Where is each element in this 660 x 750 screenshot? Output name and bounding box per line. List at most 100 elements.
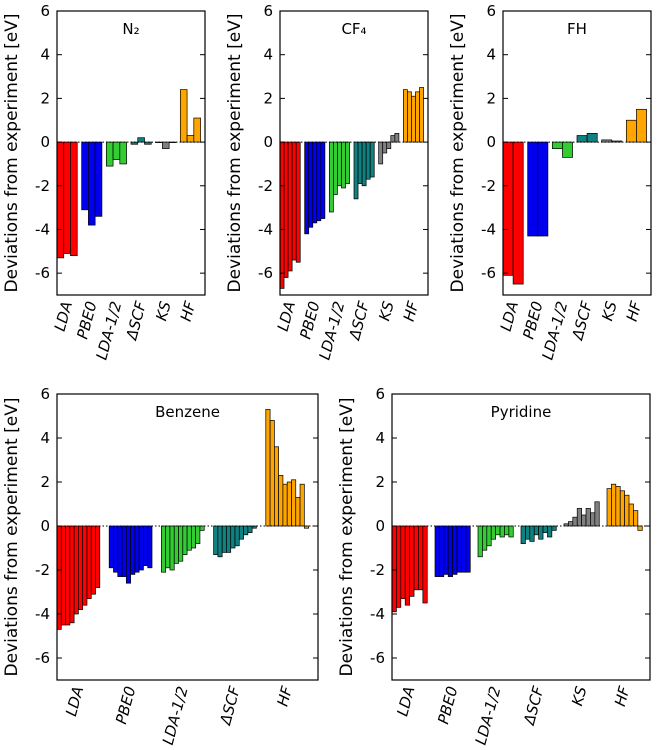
- bar: [282, 483, 288, 527]
- bar: [213, 525, 219, 555]
- y-axis-label: Deviations from experiment [eV]: [448, 14, 468, 293]
- bar: [121, 525, 127, 577]
- bar: [226, 525, 232, 553]
- y-tick-label: -4: [258, 220, 273, 238]
- bar: [537, 141, 549, 237]
- bar: [365, 141, 371, 180]
- bar: [193, 117, 201, 143]
- bar: [81, 141, 89, 211]
- bar: [105, 141, 114, 167]
- bar: [345, 141, 350, 184]
- bar: [341, 141, 346, 189]
- bar: [291, 479, 297, 527]
- x-tick-label: HF: [400, 299, 423, 323]
- bar: [601, 139, 613, 143]
- y-axis-label: Deviations from experiment [eV]: [2, 14, 22, 293]
- bar: [407, 91, 412, 143]
- panel-title: Pyridine: [491, 403, 552, 421]
- y-tick-label: -4: [35, 605, 50, 623]
- bar: [415, 91, 420, 143]
- y-tick-label: -2: [370, 561, 385, 579]
- bar: [191, 525, 196, 549]
- bar: [422, 525, 428, 604]
- bar: [439, 525, 445, 577]
- bar: [633, 510, 639, 527]
- bar: [396, 525, 402, 608]
- bar: [178, 525, 184, 562]
- bar: [615, 486, 621, 527]
- bar: [65, 525, 71, 626]
- bar: [217, 525, 223, 558]
- bar: [186, 135, 195, 143]
- bar: [312, 141, 318, 224]
- bar: [419, 87, 424, 143]
- bar: [199, 525, 205, 531]
- y-tick-label: -2: [481, 177, 496, 195]
- y-tick-label: -2: [258, 177, 273, 195]
- bar: [265, 409, 271, 527]
- x-tick-label: HF: [274, 684, 297, 708]
- bar: [529, 525, 535, 542]
- bar: [404, 525, 410, 606]
- bar: [63, 141, 71, 254]
- y-tick-label: -4: [370, 605, 385, 623]
- x-tick-label: LDA: [274, 299, 299, 333]
- bar: [112, 141, 121, 160]
- bar: [411, 95, 416, 143]
- bar: [542, 525, 548, 533]
- bar: [402, 89, 408, 143]
- bar: [551, 141, 563, 149]
- bar: [138, 525, 144, 571]
- bar: [465, 525, 471, 573]
- x-tick-label: KS: [152, 299, 175, 323]
- x-tick-label: HF: [623, 299, 646, 323]
- bar: [119, 141, 127, 165]
- x-tick-label: LDA-1/2: [472, 684, 505, 746]
- axes-frame: [391, 393, 651, 681]
- bar: [520, 525, 526, 544]
- bar: [606, 488, 612, 527]
- bar: [495, 525, 501, 536]
- bar: [527, 141, 539, 237]
- bar: [108, 525, 114, 569]
- bar: [144, 141, 152, 145]
- axes-frame: [502, 10, 652, 296]
- bar: [291, 141, 297, 261]
- bar: [576, 508, 582, 527]
- y-tick-label: 2: [40, 89, 50, 107]
- x-tick-label: PBE0: [73, 299, 100, 341]
- y-tick-label: -6: [258, 264, 273, 282]
- bar: [378, 141, 384, 165]
- y-tick-label: -6: [35, 649, 50, 667]
- bar: [279, 141, 285, 289]
- bar: [269, 420, 275, 527]
- bar: [382, 141, 388, 154]
- bar: [86, 525, 92, 599]
- bar: [391, 525, 397, 613]
- bar: [69, 525, 75, 624]
- bar: [456, 525, 462, 573]
- panel-title: FH: [567, 20, 587, 38]
- bar: [182, 525, 188, 555]
- bar: [590, 512, 596, 527]
- bar: [637, 525, 643, 531]
- bar: [413, 525, 419, 591]
- bar: [409, 525, 415, 597]
- bar: [361, 141, 367, 187]
- bar: [581, 514, 587, 527]
- bar: [134, 525, 140, 573]
- bar: [624, 494, 630, 527]
- bar: [502, 141, 514, 276]
- bar: [568, 521, 574, 527]
- bar: [328, 141, 334, 213]
- bar: [486, 525, 492, 547]
- bar: [611, 483, 617, 527]
- bar: [295, 497, 301, 527]
- bar: [78, 525, 84, 610]
- bar: [386, 141, 392, 149]
- y-tick-label: 2: [486, 89, 496, 107]
- x-tick-label: LDA: [393, 684, 418, 718]
- bar: [625, 119, 637, 143]
- bar: [94, 141, 103, 217]
- bar: [636, 108, 647, 143]
